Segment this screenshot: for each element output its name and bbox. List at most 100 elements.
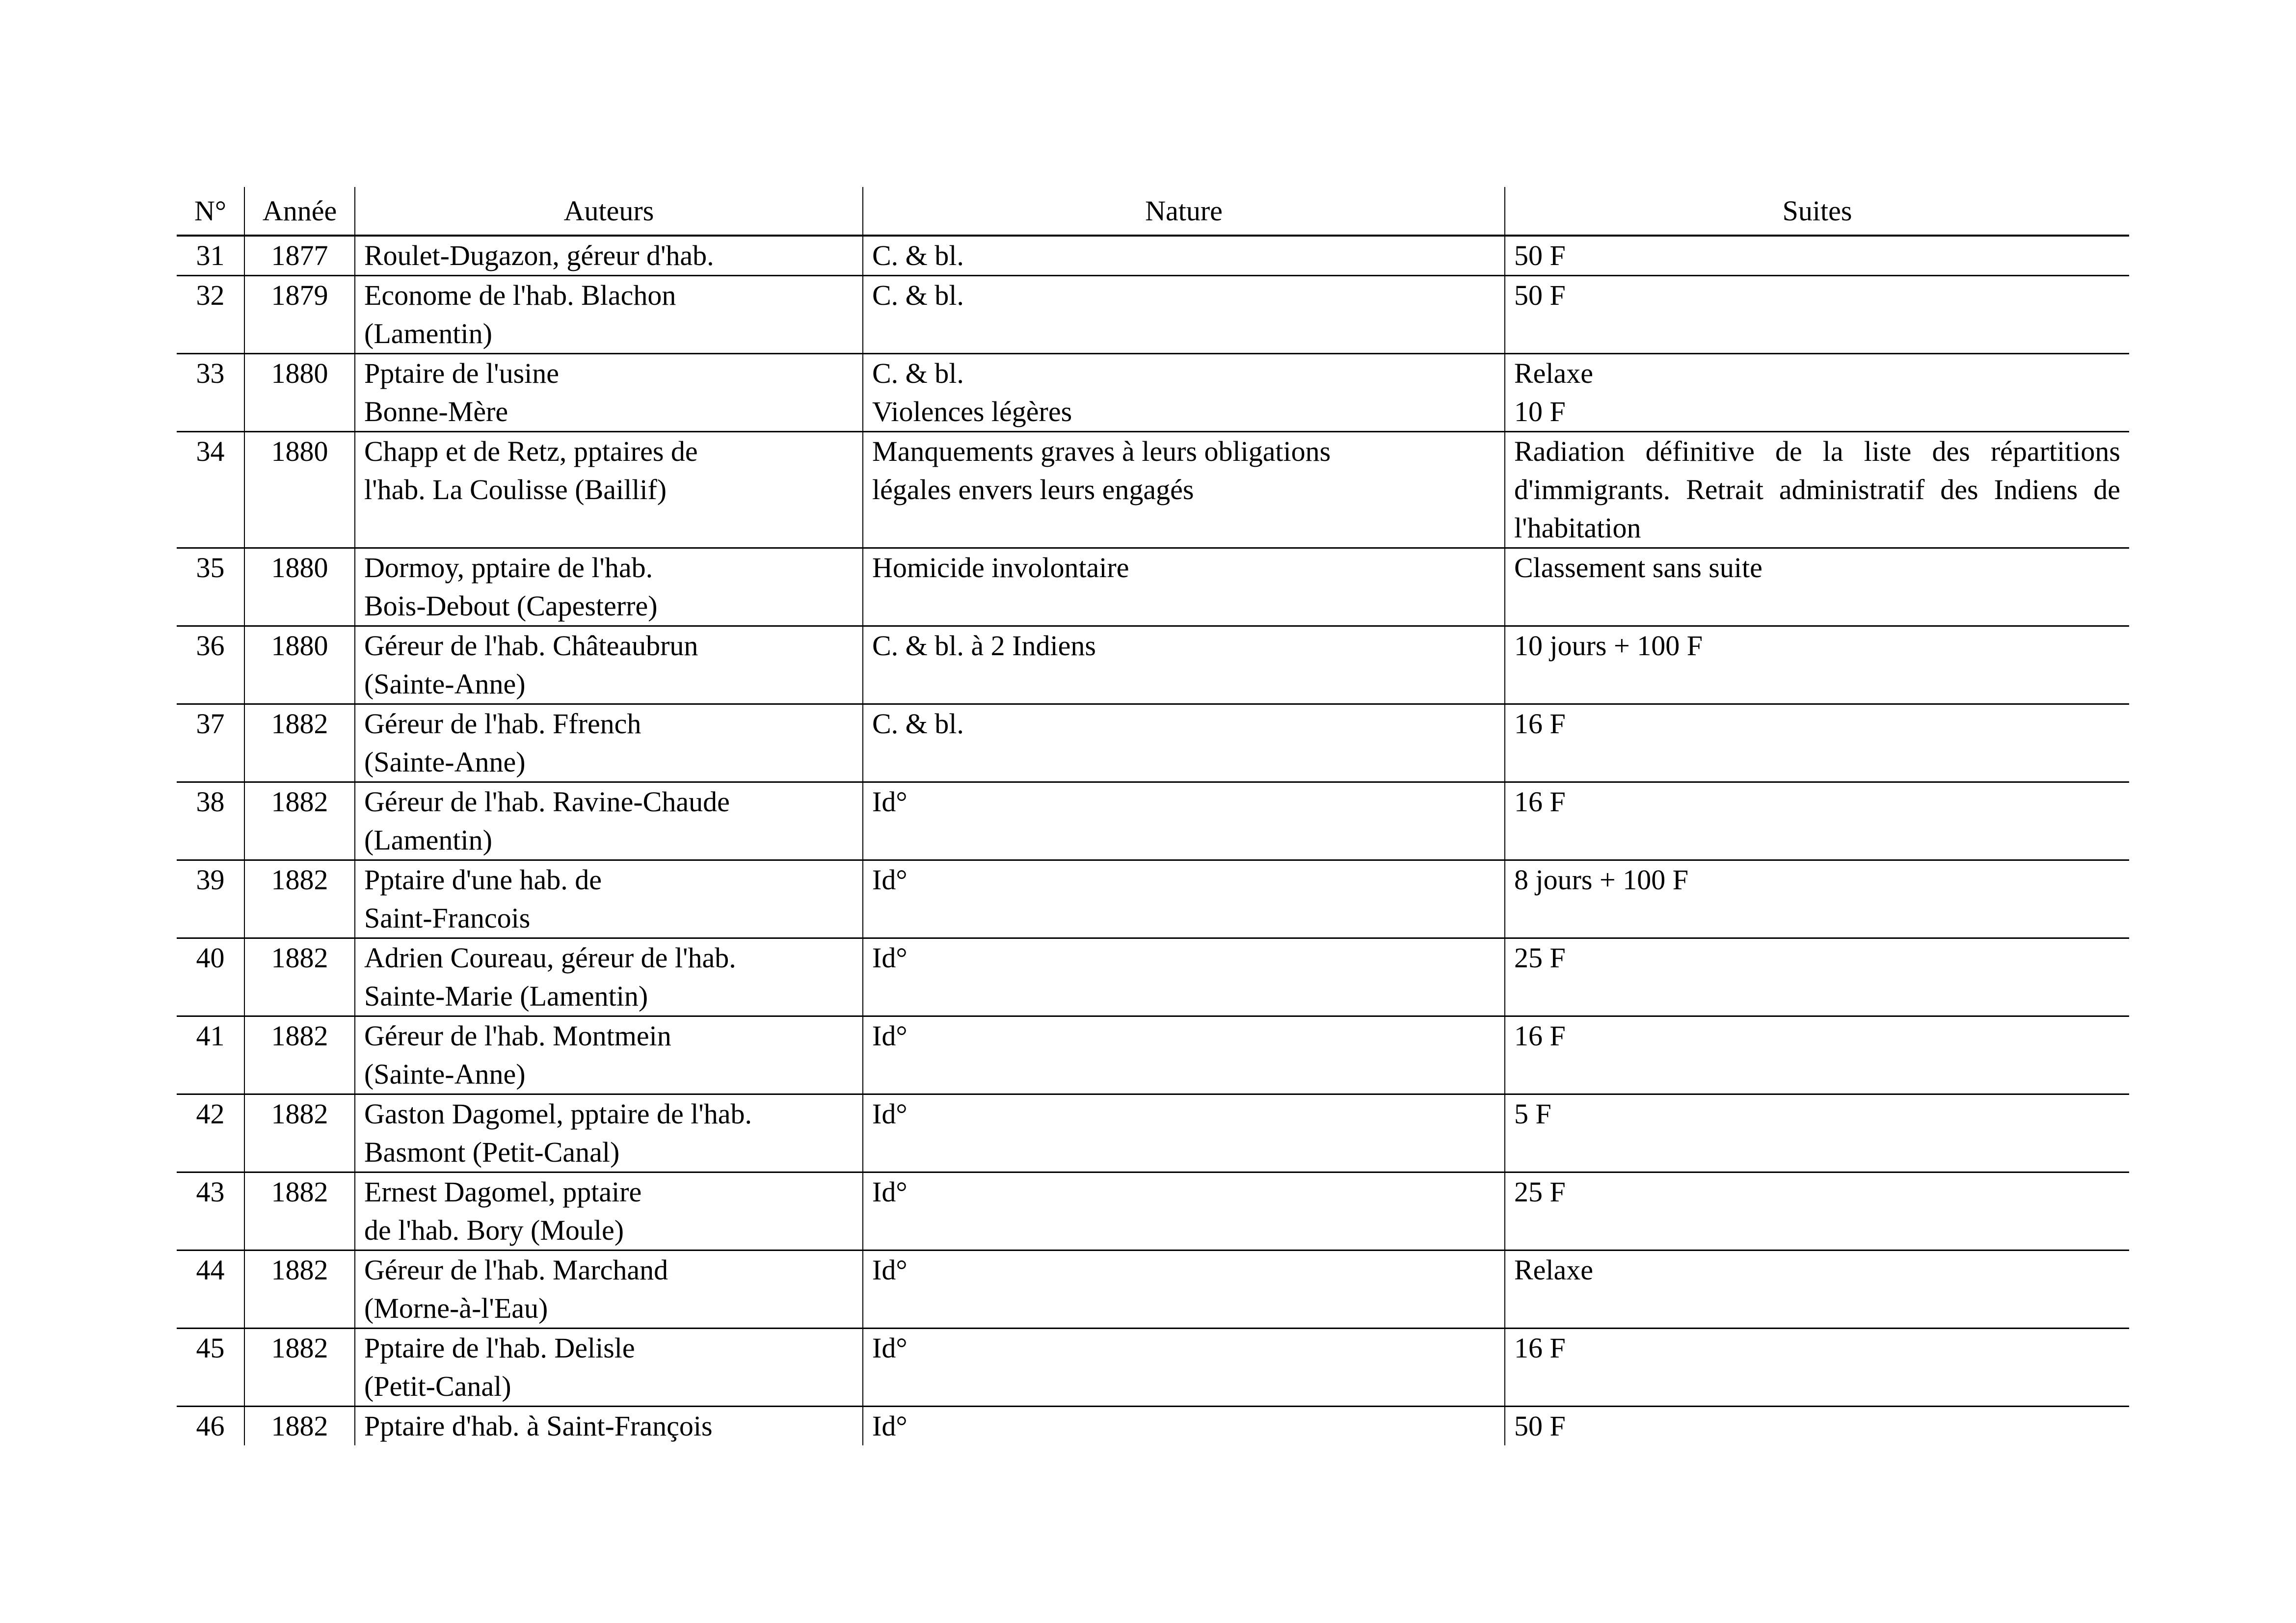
cell-no: 33 (177, 353, 244, 432)
cell-nature: C. & bl. (862, 703, 1505, 782)
cell-annee: 1882 (244, 937, 355, 1016)
cell-nature-line: C. & bl. (872, 239, 964, 271)
cell-nature: Id° (862, 1171, 1505, 1251)
cell-no: 34 (177, 431, 244, 548)
cell-suites-line: 16 F (1514, 1332, 1566, 1364)
cell-auteurs: Géreur de l'hab. Marchand (Morne-à-l'Eau) (354, 1250, 863, 1329)
cell-auteurs: Pptaire de l'hab. Delisle (Petit-Canal) (354, 1328, 863, 1407)
table-row: 36 1880 Géreur de l'hab. Châteaubrun (Saint… (177, 625, 2129, 704)
cell-auteurs-line: Saint-Francois (364, 902, 531, 934)
cell-suites-line: 50 F (1514, 239, 1566, 271)
cell-auteurs: Géreur de l'hab. Ffrench (Sainte-Anne) (354, 703, 863, 782)
infractions-table: N° Année Auteurs Nature Suites 31 1877 Rou… (177, 187, 2129, 1445)
table-row: 38 1882 Géreur de l'hab. Ravine-Chaude (Lam… (177, 781, 2129, 860)
cell-nature-line: Manquements graves à leurs obligations (872, 435, 1331, 467)
cell-suites: 50 F (1504, 275, 2129, 354)
cell-auteurs: Pptaire de l'usine Bonne-Mère (354, 353, 863, 432)
cell-suites-line: 50 F (1514, 1410, 1566, 1442)
cell-auteurs-line: de l'hab. Bory (Moule) (364, 1214, 624, 1246)
cell-no: 31 (196, 239, 225, 271)
cell-nature: C. & bl. (862, 236, 1505, 276)
cell-auteurs-line: Géreur de l'hab. Ravine-Chaude (364, 786, 730, 818)
cell-suites-line: Relaxe (1514, 1254, 1594, 1286)
cell-suites-line: 10 jours + 100 F (1514, 630, 1703, 662)
cell-suites: Radiation définitive de la liste des rép… (1504, 431, 2129, 548)
cell-suites-line: 50 F (1514, 279, 1566, 311)
cell-nature: Id° (862, 1015, 1505, 1094)
cell-auteurs: Gaston Dagomel, pptaire de l'hab. Basmont… (354, 1093, 863, 1172)
cell-auteurs-line: (Sainte-Anne) (364, 746, 526, 778)
cell-suites-line: 25 F (1514, 942, 1566, 974)
cell-auteurs-line: Gaston Dagomel, pptaire de l'hab. (364, 1098, 752, 1130)
cell-suites: 16 F (1504, 781, 2129, 860)
cell-nature-line: Id° (872, 1410, 908, 1442)
cell-nature: C. & bl. (862, 275, 1505, 354)
cell-auteurs-line: Basmont (Petit-Canal) (364, 1136, 620, 1168)
cell-annee: 1880 (244, 625, 355, 704)
cell-auteurs: Pptaire d'hab. à Saint-François (354, 1406, 863, 1445)
cell-auteurs: Roulet-Dugazon, géreur d'hab. (354, 236, 863, 276)
cell-nature: C. & bl. Violences légères (862, 353, 1505, 432)
table-row: 46 1882 Pptaire d'hab. à Saint-François Id°… (177, 1406, 2129, 1445)
cell-no: 36 (177, 625, 244, 704)
cell-auteurs: Adrien Coureau, géreur de l'hab. Sainte-M… (354, 937, 863, 1016)
cell-suites: 16 F (1504, 1015, 2129, 1094)
table-row: 45 1882 Pptaire de l'hab. Delisle (Petit-Ca… (177, 1328, 2129, 1407)
cell-nature-line: Id° (872, 1254, 908, 1286)
cell-no: 42 (177, 1093, 244, 1172)
cell-auteurs-line: l'hab. La Coulisse (Baillif) (364, 474, 667, 506)
cell-annee: 1882 (244, 703, 355, 782)
cell-nature-line: Id° (872, 864, 908, 896)
cell-suites: Relaxe (1504, 1250, 2129, 1329)
cell-auteurs-line: Roulet-Dugazon, géreur d'hab. (364, 239, 714, 271)
cell-auteurs-line: (Sainte-Anne) (364, 668, 526, 700)
cell-annee: 1882 (244, 1328, 355, 1407)
cell-nature-line: C. & bl. à 2 Indiens (872, 630, 1096, 662)
table-row: 34 1880 Chapp et de Retz, pptaires de l'hab… (177, 431, 2129, 548)
cell-nature-line: Id° (872, 1332, 908, 1364)
cell-suites-line: Classement sans suite (1514, 552, 1762, 584)
cell-nature: Id° (862, 1328, 1505, 1407)
cell-auteurs-line: (Sainte-Anne) (364, 1058, 526, 1090)
table-row: 31 1877 Roulet-Dugazon, géreur d'hab. C. & … (177, 236, 2129, 276)
cell-nature-line: C. & bl. (872, 708, 964, 740)
cell-auteurs-line: Ernest Dagomel, pptaire (364, 1176, 642, 1208)
table-row: 35 1880 Dormoy, pptaire de l'hab. Bois-Debo… (177, 547, 2129, 626)
table-row: 37 1882 Géreur de l'hab. Ffrench (Sainte-An… (177, 703, 2129, 782)
cell-annee: 1882 (244, 1093, 355, 1172)
cell-suites: 16 F (1504, 703, 2129, 782)
cell-annee: 1879 (244, 275, 355, 354)
cell-nature-line: C. & bl. (872, 357, 964, 389)
cell-auteurs-line: (Lamentin) (364, 824, 492, 856)
cell-no: 44 (177, 1250, 244, 1329)
cell-nature: Id° (862, 859, 1505, 938)
cell-auteurs-line: Pptaire de l'usine (364, 357, 560, 389)
cell-nature-line: C. & bl. (872, 279, 964, 311)
cell-annee: 1882 (244, 1171, 355, 1251)
table-header-row: N° Année Auteurs Nature Suites (177, 187, 2129, 237)
table-row: 42 1882 Gaston Dagomel, pptaire de l'hab. B… (177, 1093, 2129, 1172)
cell-auteurs-line: (Petit-Canal) (364, 1370, 511, 1402)
table-row: 33 1880 Pptaire de l'usine Bonne-Mère C. & b… (177, 353, 2129, 432)
cell-auteurs: Pptaire d'une hab. de Saint-Francois (354, 859, 863, 938)
cell-nature: Id° (862, 1250, 1505, 1329)
cell-auteurs: Géreur de l'hab. Châteaubrun (Sainte-Anne… (354, 625, 863, 704)
cell-suites: 50 F (1504, 1406, 2129, 1445)
table-row: 32 1879 Econome de l'hab. Blachon (Lamentin… (177, 275, 2129, 354)
cell-auteurs-line: Chapp et de Retz, pptaires de (364, 435, 698, 467)
cell-suites: 8 jours + 100 F (1504, 859, 2129, 938)
cell-suites: 50 F (1504, 236, 2129, 276)
cell-nature-line: Violences légères (872, 396, 1072, 427)
cell-auteurs-line: Sainte-Marie (Lamentin) (364, 980, 648, 1012)
header-nature: Nature (862, 187, 1505, 237)
cell-nature: C. & bl. à 2 Indiens (862, 625, 1505, 704)
cell-auteurs-line: Pptaire de l'hab. Delisle (364, 1332, 635, 1364)
cell-suites: 16 F (1504, 1328, 2129, 1407)
cell-annee: 1877 (244, 236, 355, 276)
header-no: N° (177, 187, 244, 237)
cell-auteurs-line: Pptaire d'une hab. de (364, 864, 602, 896)
cell-no: 46 (177, 1406, 244, 1445)
cell-suites: Relaxe 10 F (1504, 353, 2129, 432)
cell-suites: 10 jours + 100 F (1504, 625, 2129, 704)
cell-auteurs-line: (Lamentin) (364, 318, 492, 349)
